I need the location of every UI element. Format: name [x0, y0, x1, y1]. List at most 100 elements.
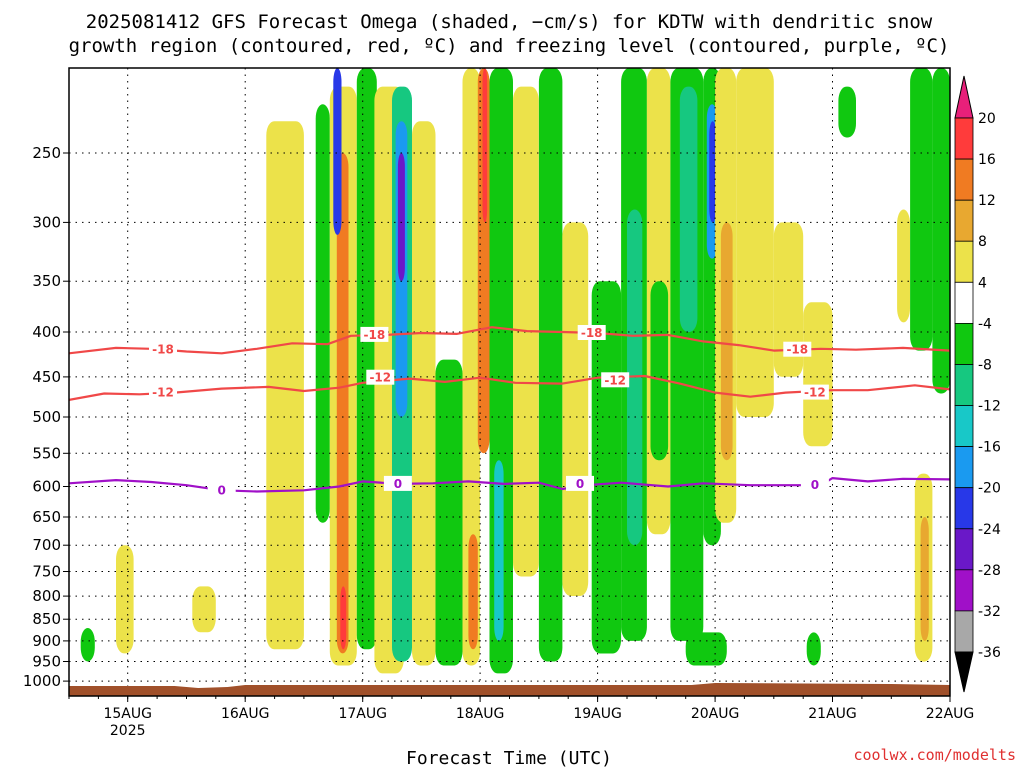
y-tick-label: 650: [32, 508, 61, 526]
omega-cell: [920, 517, 929, 641]
contour-label: -18: [786, 343, 808, 357]
omega-cell: [650, 281, 669, 461]
y-tick-label: 550: [32, 444, 61, 462]
omega-cell: [80, 628, 95, 662]
x-tick-label: 22AUG: [926, 706, 975, 722]
omega-cell: [562, 222, 589, 596]
omega-cell: [192, 586, 216, 633]
y-tick-label: 750: [32, 563, 61, 581]
colorbar-label: -24: [978, 522, 1001, 538]
x-tick-label: 19AUG: [573, 706, 622, 722]
colorbar-bin: [954, 322, 974, 365]
contour-label: 0: [576, 477, 584, 491]
colorbar-bin: [954, 487, 974, 530]
omega-cell: [538, 68, 563, 662]
contour-label-bg: [800, 384, 829, 400]
y-tick-label: 250: [32, 144, 61, 162]
omega-cell: [838, 86, 856, 138]
omega-cell: [333, 68, 342, 235]
colorbar-bin: [954, 446, 974, 489]
omega-cell: [773, 222, 804, 377]
y-tick-label: 350: [32, 272, 61, 290]
colorbar-bin: [954, 528, 974, 571]
omega-cell: [116, 545, 134, 654]
contour-label-bg: [566, 475, 594, 491]
x-tick-label: 21AUG: [808, 706, 857, 722]
y-tick-label: 500: [32, 408, 61, 426]
colorbar-bin: [954, 569, 974, 612]
y-tick-label: 1000: [23, 672, 61, 690]
omega-cell: [462, 68, 481, 666]
contour-label-bg: [207, 482, 236, 498]
colorbar-label: -12: [978, 399, 1001, 415]
colorbar-label: -20: [978, 481, 1001, 497]
colorbar-top-arrow: [954, 75, 974, 119]
contour-label-bg: [149, 341, 177, 357]
contour-label: -12: [152, 386, 174, 400]
y-tick-label: 900: [32, 632, 61, 650]
omega-cell: [340, 586, 347, 650]
omega-cell: [315, 104, 330, 523]
omega-cell: [932, 68, 950, 394]
colorbar-bin: [954, 405, 974, 447]
contour-label: -18: [152, 343, 174, 357]
omega-colorbar: 20 16 12 8 4 -4 -8 -12 -16 -20 -24 -28 -32 -36: [954, 75, 1001, 693]
colorbar-label: -36: [978, 645, 1001, 661]
omega-cell: [736, 68, 774, 417]
contour-label-bg: [601, 372, 630, 388]
colorbar-label: 20: [978, 111, 996, 127]
contour-label-bg: [366, 369, 395, 385]
colorbar-label: -28: [978, 563, 1001, 579]
omega-cell: [494, 460, 504, 641]
colorbar-label: -4: [978, 316, 992, 332]
y-tick-label: 600: [32, 478, 61, 496]
omega-cell: [720, 222, 733, 461]
x-tick-label: 17AUG: [338, 706, 387, 722]
colorbar-bin: [954, 281, 974, 324]
x-tick-label: 20AUG: [691, 706, 740, 722]
omega-cell: [266, 121, 304, 650]
colorbar-bottom-arrow: [954, 651, 974, 693]
ground-surface: [69, 682, 950, 696]
contour-label: 0: [394, 477, 402, 491]
chart-title-line-2: growth region (contoured, red, ºC) and f…: [69, 35, 950, 57]
contour-label: -18: [364, 328, 386, 342]
omega-cell: [806, 632, 821, 666]
contour-line--12: [69, 374, 950, 401]
omega-cell: [468, 534, 478, 650]
omega-cell: [910, 68, 933, 351]
colorbar-label: 16: [978, 152, 996, 168]
omega-cell: [435, 359, 463, 666]
chart-title-line-1: 2025081412 GFS Forecast Omega (shaded, −…: [86, 11, 933, 33]
omega-cell: [679, 86, 698, 332]
ground-layer: [69, 682, 950, 696]
contour-label-bg: [360, 326, 389, 342]
omega-cell: [709, 121, 717, 223]
omega-cell: [803, 302, 833, 447]
y-tick-label: 850: [32, 610, 61, 628]
x-tick-label: 16AUG: [221, 706, 270, 722]
colorbar-label: -32: [978, 604, 1001, 620]
omega-shading: [80, 68, 950, 674]
y-tick-label: 700: [32, 536, 61, 554]
pressure-axis: 250 300 350 400 450 500 550 600 650 700 750 800 850 9…: [23, 144, 69, 690]
y-tick-label: 400: [32, 323, 61, 341]
colorbar-bin: [954, 610, 974, 653]
colorbar-label: 8: [978, 234, 987, 250]
source-credit: coolwx.com/modelts: [853, 746, 1016, 764]
colorbar-bin: [954, 240, 974, 283]
contour-label: 0: [218, 483, 226, 497]
contour-label-bg: [149, 384, 177, 400]
colorbar-label: -16: [978, 440, 1001, 456]
colorbar-bin: [954, 199, 974, 242]
contour-label: -12: [369, 371, 391, 385]
contour-label-bg: [783, 341, 812, 357]
omega-cell: [412, 121, 436, 666]
contour-line--18: [69, 326, 950, 355]
colorbar-label: 12: [978, 193, 996, 209]
contour-label: -12: [804, 386, 826, 400]
contour-label-bg: [800, 477, 829, 493]
y-tick-label: 950: [32, 653, 61, 671]
omega-cell: [356, 68, 377, 650]
plot-area: -18 -18 -18 -18 -12 -12 -12 -12 0 0 0 0: [68, 67, 951, 697]
